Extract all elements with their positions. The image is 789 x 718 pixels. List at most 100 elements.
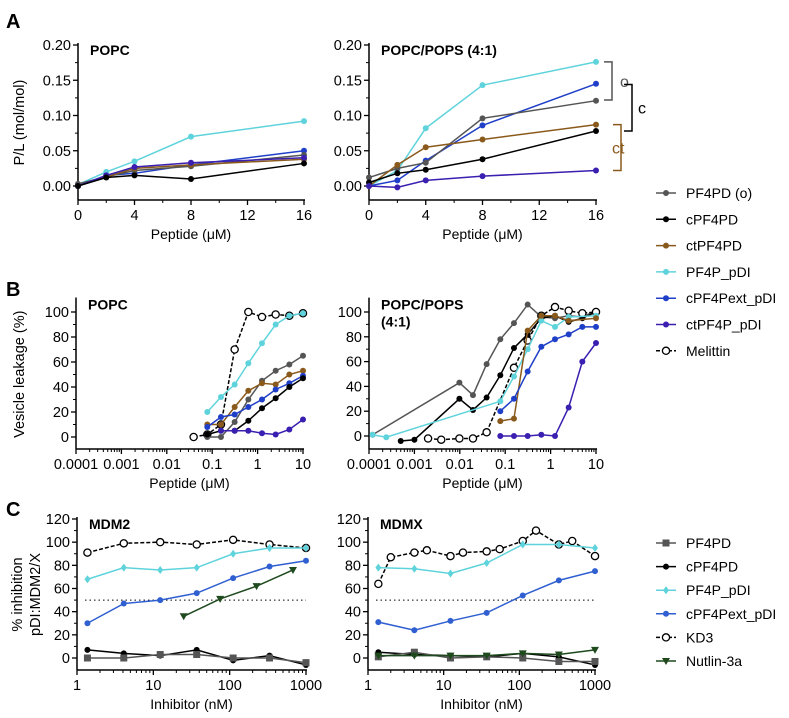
bracket-label: c bbox=[638, 101, 646, 118]
data-point bbox=[301, 118, 307, 125]
data-point bbox=[550, 302, 560, 312]
data-point bbox=[510, 320, 517, 327]
data-point bbox=[230, 345, 239, 354]
data-point bbox=[564, 306, 573, 316]
data-point bbox=[538, 317, 545, 324]
x-tick-label: 16 bbox=[588, 208, 604, 224]
legend-label: PF4P_pDI bbox=[686, 582, 751, 598]
data-point bbox=[422, 166, 429, 173]
data-point bbox=[538, 431, 545, 438]
y-tick-label: 80 bbox=[53, 330, 69, 346]
data-point bbox=[303, 557, 309, 564]
data-point bbox=[258, 380, 265, 387]
data-point bbox=[524, 327, 531, 334]
x-tick-label: 0.01 bbox=[153, 457, 181, 473]
legend-label: ctPF4PD bbox=[686, 238, 742, 254]
y-tick-label: 80 bbox=[346, 330, 362, 346]
data-point bbox=[551, 336, 558, 343]
data-point bbox=[83, 548, 92, 557]
x-tick-label: 1 bbox=[547, 457, 555, 473]
data-point bbox=[228, 535, 238, 545]
data-point bbox=[192, 540, 201, 549]
data-point bbox=[252, 583, 261, 591]
x-tick-label: 0.001 bbox=[103, 457, 139, 473]
chart-title-line2: (4:1) bbox=[381, 314, 411, 330]
x-tick-label: 10 bbox=[436, 678, 452, 694]
legend-item: KD3 bbox=[656, 629, 713, 645]
legend-label: cPF4PD bbox=[686, 559, 738, 575]
data-point bbox=[300, 416, 306, 423]
data-point bbox=[84, 620, 91, 627]
data-point bbox=[662, 539, 670, 547]
data-point bbox=[495, 544, 504, 554]
data-point bbox=[479, 115, 486, 122]
x-tick-label: 1 bbox=[254, 457, 262, 473]
data-point bbox=[119, 539, 129, 548]
y-tick-label: 0.20 bbox=[43, 38, 71, 54]
panel-label-b: B bbox=[6, 279, 20, 301]
data-point bbox=[204, 431, 211, 438]
data-point bbox=[436, 435, 446, 444]
chart-B1: 0 20 40 60 80 100 0.0001 0.001 0.01 0.1 1 10 Peptide… bbox=[12, 297, 311, 492]
bracket-label: o bbox=[620, 74, 629, 91]
data-point bbox=[375, 619, 382, 626]
data-point bbox=[510, 395, 517, 402]
data-point bbox=[519, 592, 526, 599]
data-point bbox=[231, 419, 238, 425]
data-point bbox=[366, 183, 372, 189]
data-point bbox=[555, 540, 562, 549]
data-point bbox=[591, 657, 599, 665]
x-tick-label: 0.1 bbox=[495, 457, 515, 473]
x-axis-label: Inhibitor (nM) bbox=[440, 696, 522, 712]
data-point bbox=[229, 654, 237, 662]
data-point bbox=[272, 431, 279, 438]
data-point bbox=[84, 646, 91, 653]
y-tick-label: 60 bbox=[54, 582, 70, 598]
data-point bbox=[193, 651, 201, 659]
y-tick-label: 0 bbox=[62, 651, 70, 667]
y-tick-label: 0.10 bbox=[334, 109, 362, 125]
data-point bbox=[551, 312, 558, 319]
data-point bbox=[593, 167, 599, 174]
data-point bbox=[593, 80, 599, 87]
y-tick-label: 120 bbox=[337, 512, 361, 528]
data-point bbox=[411, 436, 418, 443]
chart-title: POPC bbox=[90, 42, 130, 58]
legend-item: cPF4PD bbox=[656, 211, 738, 227]
data-point bbox=[179, 613, 188, 621]
data-point bbox=[300, 375, 306, 382]
data-point bbox=[456, 379, 463, 386]
data-point bbox=[663, 586, 669, 595]
series-line-Nutlin-3a bbox=[183, 569, 294, 617]
series-line-KD3 bbox=[377, 529, 596, 585]
x-tick-label: 0.001 bbox=[396, 457, 432, 473]
x-tick-label: 0.0001 bbox=[347, 457, 391, 473]
data-point bbox=[592, 568, 598, 575]
data-point bbox=[447, 569, 454, 578]
chart-A2: 0.00 0.05 0.10 0.15 0.20 0 4 8 12 16 Peptide (μM) P… bbox=[334, 38, 646, 242]
x-tick-label: 16 bbox=[296, 208, 312, 224]
data-point bbox=[497, 418, 504, 425]
data-point bbox=[383, 434, 390, 441]
data-point bbox=[231, 411, 238, 418]
x-tick-label: 0 bbox=[74, 208, 82, 224]
data-point bbox=[266, 563, 273, 570]
bracket bbox=[624, 83, 633, 132]
data-point bbox=[386, 552, 396, 562]
y-tick-label: 0.05 bbox=[43, 144, 71, 160]
data-point bbox=[482, 428, 491, 437]
data-point bbox=[593, 340, 599, 346]
data-point bbox=[266, 654, 274, 662]
data-point bbox=[245, 404, 252, 410]
data-point bbox=[456, 395, 463, 402]
y-tick-label: 40 bbox=[346, 379, 362, 395]
data-point bbox=[366, 174, 372, 181]
series-line-ctPF4P_pDI bbox=[500, 342, 597, 437]
y-tick-label: 0.15 bbox=[43, 73, 71, 89]
y-tick-label: 0 bbox=[61, 430, 69, 446]
data-point bbox=[663, 321, 669, 328]
bracket bbox=[613, 123, 622, 172]
legend-label: ctPF4P_pDI bbox=[686, 317, 761, 333]
legend-item: Nutlin-3a bbox=[656, 653, 742, 669]
bracket bbox=[604, 61, 613, 101]
